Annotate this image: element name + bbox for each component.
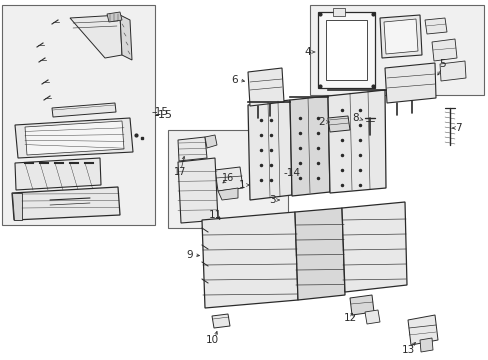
Polygon shape (431, 39, 456, 61)
Polygon shape (247, 68, 284, 106)
Polygon shape (168, 130, 287, 228)
Polygon shape (424, 18, 446, 34)
Text: 17: 17 (173, 167, 186, 177)
Polygon shape (383, 19, 417, 54)
Text: 1: 1 (238, 180, 245, 190)
Polygon shape (218, 188, 238, 200)
Polygon shape (2, 5, 155, 225)
Text: -15: -15 (151, 107, 168, 117)
Text: 6: 6 (231, 75, 238, 85)
Polygon shape (178, 158, 218, 223)
Polygon shape (215, 167, 243, 191)
Polygon shape (384, 63, 435, 103)
Polygon shape (247, 100, 291, 200)
Text: -14: -14 (285, 170, 303, 180)
Text: 3: 3 (268, 195, 275, 205)
Polygon shape (309, 5, 483, 95)
Text: 10: 10 (205, 335, 218, 345)
Polygon shape (419, 338, 432, 352)
Polygon shape (289, 96, 329, 196)
Polygon shape (325, 20, 366, 80)
Polygon shape (332, 8, 345, 16)
Polygon shape (439, 61, 465, 81)
Polygon shape (107, 12, 122, 22)
Text: 2: 2 (318, 117, 325, 127)
Polygon shape (204, 135, 217, 148)
Polygon shape (178, 137, 206, 161)
Text: 7: 7 (454, 123, 460, 133)
Polygon shape (407, 315, 437, 345)
Polygon shape (327, 116, 349, 132)
Text: -14: -14 (283, 168, 300, 178)
Polygon shape (12, 187, 120, 220)
Polygon shape (294, 208, 345, 300)
Polygon shape (212, 314, 229, 328)
Polygon shape (349, 295, 373, 315)
Polygon shape (341, 202, 406, 292)
Text: -15: -15 (154, 110, 172, 120)
Polygon shape (70, 15, 122, 58)
Polygon shape (364, 310, 379, 324)
Polygon shape (12, 193, 22, 220)
Text: 8: 8 (352, 113, 359, 123)
Text: 13: 13 (401, 345, 414, 355)
Polygon shape (379, 15, 421, 58)
Text: 4: 4 (304, 47, 311, 57)
Polygon shape (25, 121, 124, 155)
Polygon shape (120, 15, 132, 60)
Text: 11: 11 (208, 210, 221, 220)
Polygon shape (52, 103, 116, 117)
Polygon shape (202, 212, 297, 308)
Text: 5: 5 (438, 59, 445, 69)
Text: 12: 12 (343, 313, 356, 323)
Polygon shape (317, 12, 374, 88)
Polygon shape (327, 90, 385, 193)
Polygon shape (15, 118, 133, 158)
Text: 16: 16 (222, 173, 234, 183)
Polygon shape (15, 158, 101, 190)
Text: 9: 9 (186, 250, 193, 260)
